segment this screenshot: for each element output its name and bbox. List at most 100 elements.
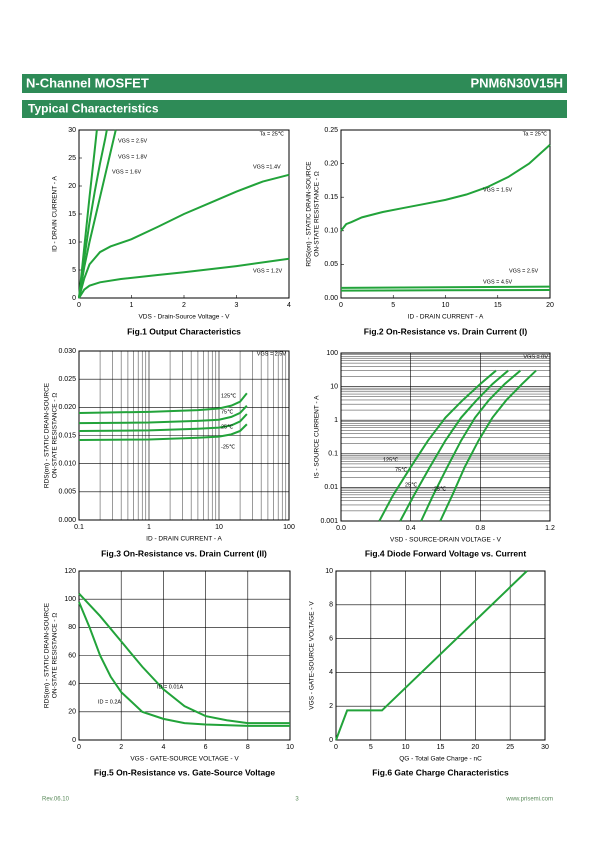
x-tick-label: 5 bbox=[391, 302, 395, 309]
series-line bbox=[340, 144, 551, 232]
series-label: 25℃ bbox=[221, 424, 234, 430]
annotation: VGS = 2.5V bbox=[257, 351, 287, 357]
y-tick-label: 10 bbox=[330, 383, 338, 390]
x-tick-label: 0 bbox=[77, 302, 81, 309]
series-label: 75℃ bbox=[395, 467, 408, 473]
y-axis-label: RDS(on) - STATIC DRAIN-SOURCE bbox=[44, 602, 51, 708]
series-label: VGS = 1.6V bbox=[112, 169, 142, 175]
series-line bbox=[439, 369, 537, 522]
series-line bbox=[78, 413, 248, 432]
series-label: -25℃ bbox=[432, 486, 447, 492]
series-label: ID = 0.01A bbox=[157, 684, 183, 690]
y-axis-label: IS - SOURCE CURRENT - A bbox=[314, 395, 321, 479]
series-label: 75℃ bbox=[221, 409, 234, 415]
x-tick-label: 2 bbox=[182, 302, 186, 309]
x-axis-label: VSD - SOURCE-DRAIN VOLTAGE - V bbox=[390, 537, 502, 544]
y-tick-label: 0 bbox=[72, 295, 76, 302]
header-title: N-Channel MOSFET bbox=[26, 75, 149, 90]
series-line bbox=[78, 423, 248, 442]
x-tick-label: 15 bbox=[494, 302, 502, 309]
series-label: VGS = 1.5V bbox=[483, 187, 513, 193]
plot-frame bbox=[335, 570, 546, 741]
y-tick-label: 4 bbox=[329, 669, 333, 676]
y-tick-label: 0.25 bbox=[324, 127, 338, 134]
x-tick-label: 8 bbox=[246, 744, 250, 751]
series-line bbox=[78, 392, 248, 414]
series-label: 25℃ bbox=[405, 482, 418, 488]
series-label: VGS =1.4V bbox=[253, 164, 281, 170]
x-tick-label: 0.0 bbox=[336, 525, 346, 532]
y-axis-label: RDS(on) - STATIC DRAIN-SOURCE bbox=[44, 382, 51, 488]
x-axis-label: QG - Total Gate Charge - nC bbox=[399, 756, 482, 763]
x-tick-label: 30 bbox=[541, 744, 549, 751]
y-tick-label: 0.020 bbox=[58, 404, 76, 411]
annotation: VGS = 0V bbox=[523, 354, 548, 360]
x-tick-label: 1.2 bbox=[545, 525, 555, 532]
x-tick-label: 15 bbox=[437, 744, 445, 751]
x-tick-label: 3 bbox=[235, 302, 239, 309]
y-tick-label: 2 bbox=[329, 703, 333, 710]
series-line bbox=[78, 592, 290, 725]
series-label: VGS = 2.5V bbox=[509, 268, 539, 274]
y-tick-label: 100 bbox=[64, 596, 76, 603]
y-tick-label: 15 bbox=[68, 211, 76, 218]
x-axis-label: VGS - GATE-SOURCE VOLTAGE - V bbox=[130, 756, 239, 763]
x-axis-label: ID - DRAIN CURRENT - A bbox=[408, 314, 484, 321]
series-line bbox=[78, 173, 290, 299]
series-line bbox=[399, 369, 509, 522]
y-tick-label: 0 bbox=[72, 737, 76, 744]
y-tick-label: 100 bbox=[326, 350, 338, 357]
y-tick-label: 0.20 bbox=[324, 160, 338, 167]
plot-frame bbox=[78, 570, 291, 741]
y-tick-label: 10 bbox=[68, 239, 76, 246]
series-label: VGS = 1.2V bbox=[253, 268, 283, 274]
plot-frame bbox=[340, 129, 551, 299]
y-axis-label: ID - DRAIN CURRENT - A bbox=[52, 175, 59, 251]
header-bar bbox=[22, 74, 567, 93]
x-tick-label: 6 bbox=[204, 744, 208, 751]
y-tick-label: 0.000 bbox=[58, 517, 76, 524]
footer-page: 3 bbox=[295, 797, 299, 803]
x-tick-label: 1 bbox=[147, 524, 151, 531]
x-tick-label: 1 bbox=[130, 302, 134, 309]
footer-url: www.prisemi.com bbox=[505, 797, 553, 803]
x-tick-label: 0.1 bbox=[74, 524, 84, 531]
y-tick-label: 80 bbox=[68, 624, 76, 631]
series-line bbox=[78, 257, 290, 299]
series-line bbox=[378, 369, 497, 522]
y-tick-label: 30 bbox=[68, 127, 76, 134]
y-axis-label: VGS - GATE-SOURCE VOLTAGE - V bbox=[309, 601, 316, 710]
footer-rev: Rev.06.10 bbox=[42, 797, 70, 803]
x-tick-label: 10 bbox=[442, 302, 450, 309]
y-tick-label: 6 bbox=[329, 635, 333, 642]
y-tick-label: 120 bbox=[64, 568, 76, 575]
y-tick-label: 0.1 bbox=[328, 451, 338, 458]
y-tick-label: 0.10 bbox=[324, 228, 338, 235]
y-axis-label: ON-STATE RESISTANCE - Ω bbox=[52, 613, 59, 699]
series-line bbox=[340, 285, 551, 289]
y-tick-label: 0 bbox=[329, 737, 333, 744]
x-tick-label: 0.8 bbox=[475, 525, 485, 532]
x-tick-label: 20 bbox=[546, 302, 554, 309]
x-tick-label: 0 bbox=[77, 744, 81, 751]
x-tick-label: 5 bbox=[369, 744, 373, 751]
header-part: PNM6N30V15H bbox=[471, 75, 564, 90]
y-tick-label: 40 bbox=[68, 681, 76, 688]
x-tick-label: 4 bbox=[161, 744, 165, 751]
y-tick-label: 10 bbox=[325, 568, 333, 575]
chart-title: Fig.5 On-Resistance vs. Gate-Source Volt… bbox=[94, 767, 276, 777]
series-line bbox=[78, 601, 290, 727]
series-label: ID = 0.2A bbox=[98, 699, 121, 705]
x-tick-label: 0 bbox=[339, 302, 343, 309]
y-tick-label: 0.00 bbox=[324, 295, 338, 302]
series-line bbox=[340, 288, 551, 292]
series-label: 125℃ bbox=[383, 457, 399, 463]
x-tick-label: 10 bbox=[286, 744, 294, 751]
plot-frame bbox=[340, 352, 551, 522]
y-tick-label: 20 bbox=[68, 183, 76, 190]
plot-frame bbox=[78, 129, 290, 299]
y-tick-label: 20 bbox=[68, 709, 76, 716]
series-line bbox=[420, 369, 522, 522]
annotation: Ta = 25℃ bbox=[523, 131, 548, 137]
